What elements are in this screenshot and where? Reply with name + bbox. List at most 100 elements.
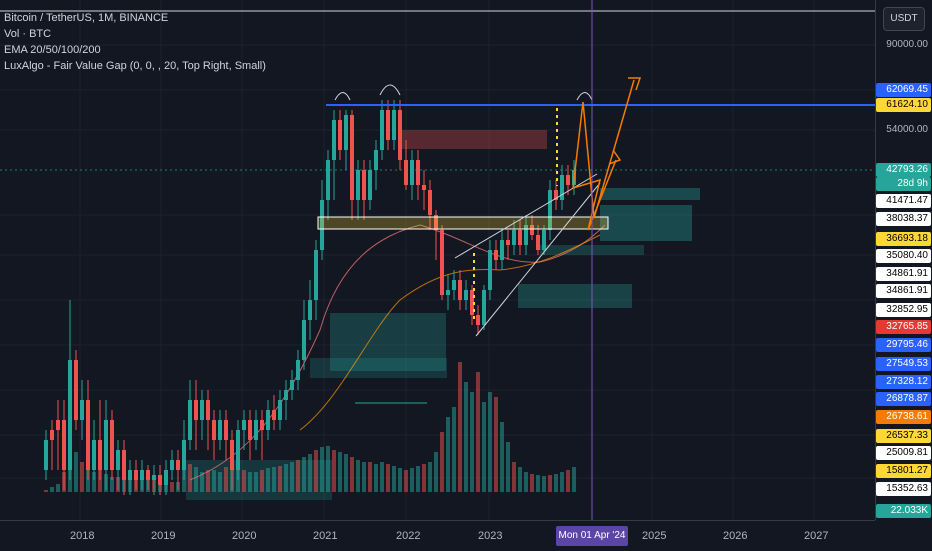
price-label: 26738.61 xyxy=(876,410,931,424)
candle-body xyxy=(170,460,174,470)
candle-body xyxy=(536,235,540,250)
candle-body xyxy=(152,475,156,480)
volume-bar xyxy=(44,490,48,492)
volume-indicator-label[interactable]: Vol · BTC xyxy=(4,28,52,40)
volume-bar xyxy=(440,432,444,492)
chart-canvas[interactable]: Bitcoin / TetherUS, 1M, BINANCE Vol · BT… xyxy=(0,0,875,520)
volume-bar xyxy=(476,372,480,492)
volume-bar xyxy=(188,464,192,492)
ema-indicator-label[interactable]: EMA 20/50/100/200 xyxy=(4,44,101,56)
volume-bar xyxy=(422,464,426,492)
candle-body xyxy=(194,400,198,420)
candle-body xyxy=(380,110,384,150)
candle-body xyxy=(254,420,258,440)
volume-bar xyxy=(374,464,378,492)
candle-body xyxy=(422,185,426,190)
volume-bar xyxy=(386,464,390,492)
volume-bar xyxy=(500,422,504,492)
price-label: 54000.00 xyxy=(886,124,928,135)
candle-body xyxy=(158,475,162,485)
candle-body xyxy=(98,440,102,470)
volume-bar xyxy=(284,464,288,492)
volume-bar xyxy=(416,466,420,492)
volume-bar xyxy=(392,466,396,492)
volume-bar xyxy=(410,468,414,492)
candle-body xyxy=(242,420,246,430)
volume-bar xyxy=(452,407,456,492)
price-label: 42793.26 xyxy=(876,163,931,177)
volume-bar xyxy=(542,476,546,492)
candle-body xyxy=(218,420,222,440)
volume-bar xyxy=(170,482,174,492)
candle-body xyxy=(326,160,330,200)
candle-body xyxy=(566,175,570,185)
candle-body xyxy=(266,410,270,430)
volume-bar xyxy=(350,457,354,492)
candle-body xyxy=(446,290,450,295)
volume-bar xyxy=(98,470,102,492)
candle-body xyxy=(464,290,468,300)
volume-bar xyxy=(320,447,324,492)
candle-body xyxy=(494,250,498,260)
candle-body xyxy=(200,400,204,420)
support-zone-box[interactable] xyxy=(317,216,609,230)
candlesticks xyxy=(44,100,576,495)
candle-body xyxy=(410,160,414,185)
fvg-indicator-label[interactable]: LuxAlgo - Fair Value Gap (0, 0, , 20, To… xyxy=(4,60,266,72)
volume-bar xyxy=(506,442,510,492)
price-chart[interactable] xyxy=(0,0,875,520)
candle-body xyxy=(44,440,48,470)
candle-body xyxy=(320,200,324,250)
candle-body xyxy=(554,190,558,200)
candle-body xyxy=(512,230,516,245)
candle-body xyxy=(50,430,54,440)
price-label: 34861.91 xyxy=(876,267,931,281)
volume-bar xyxy=(512,462,516,492)
candle-body xyxy=(212,420,216,440)
price-label: 29795.46 xyxy=(876,338,931,352)
candle-body xyxy=(560,175,564,200)
volume-bar xyxy=(224,467,228,492)
volume-bar xyxy=(518,467,522,492)
volume-bar xyxy=(530,474,534,492)
price-label: 26878.87 xyxy=(876,392,931,406)
candle-body xyxy=(80,400,84,420)
candle-body xyxy=(74,360,78,420)
candle-body xyxy=(488,250,492,290)
candle-body xyxy=(116,450,120,470)
candle-body xyxy=(56,420,60,430)
fair-value-gap-boxes xyxy=(186,130,700,500)
candle-body xyxy=(434,215,438,230)
volume-bar xyxy=(536,475,540,492)
candle-body xyxy=(524,225,528,245)
candle-body xyxy=(248,420,252,440)
volume-bar xyxy=(302,457,306,492)
candle-body xyxy=(104,420,108,470)
candle-body xyxy=(356,170,360,200)
symbol-title[interactable]: Bitcoin / TetherUS, 1M, BINANCE xyxy=(4,12,169,24)
candle-body xyxy=(530,225,534,235)
time-label: 2020 xyxy=(232,530,257,542)
volume-bar xyxy=(554,474,558,492)
projection-arrows[interactable] xyxy=(572,77,642,231)
volume-bar xyxy=(50,487,54,492)
candle-body xyxy=(332,120,336,160)
volume-bar xyxy=(470,392,474,492)
time-label: 2027 xyxy=(804,530,829,542)
candle-body xyxy=(350,115,354,200)
candle-body xyxy=(92,440,96,470)
volume-bar xyxy=(296,460,300,492)
price-label: 26537.33 xyxy=(876,429,931,443)
volume-bar xyxy=(206,470,210,492)
price-label: 41471.47 xyxy=(876,194,931,208)
candle-body xyxy=(452,280,456,290)
volume-bar xyxy=(272,467,276,492)
candle-body xyxy=(416,160,420,185)
candle-body xyxy=(302,320,306,360)
candle-body xyxy=(440,230,444,295)
candle-body xyxy=(386,110,390,140)
currency-button[interactable]: USDT xyxy=(883,7,925,31)
time-scale[interactable] xyxy=(0,520,875,551)
price-label: 22.033K xyxy=(876,504,931,518)
candle-body xyxy=(278,400,282,420)
